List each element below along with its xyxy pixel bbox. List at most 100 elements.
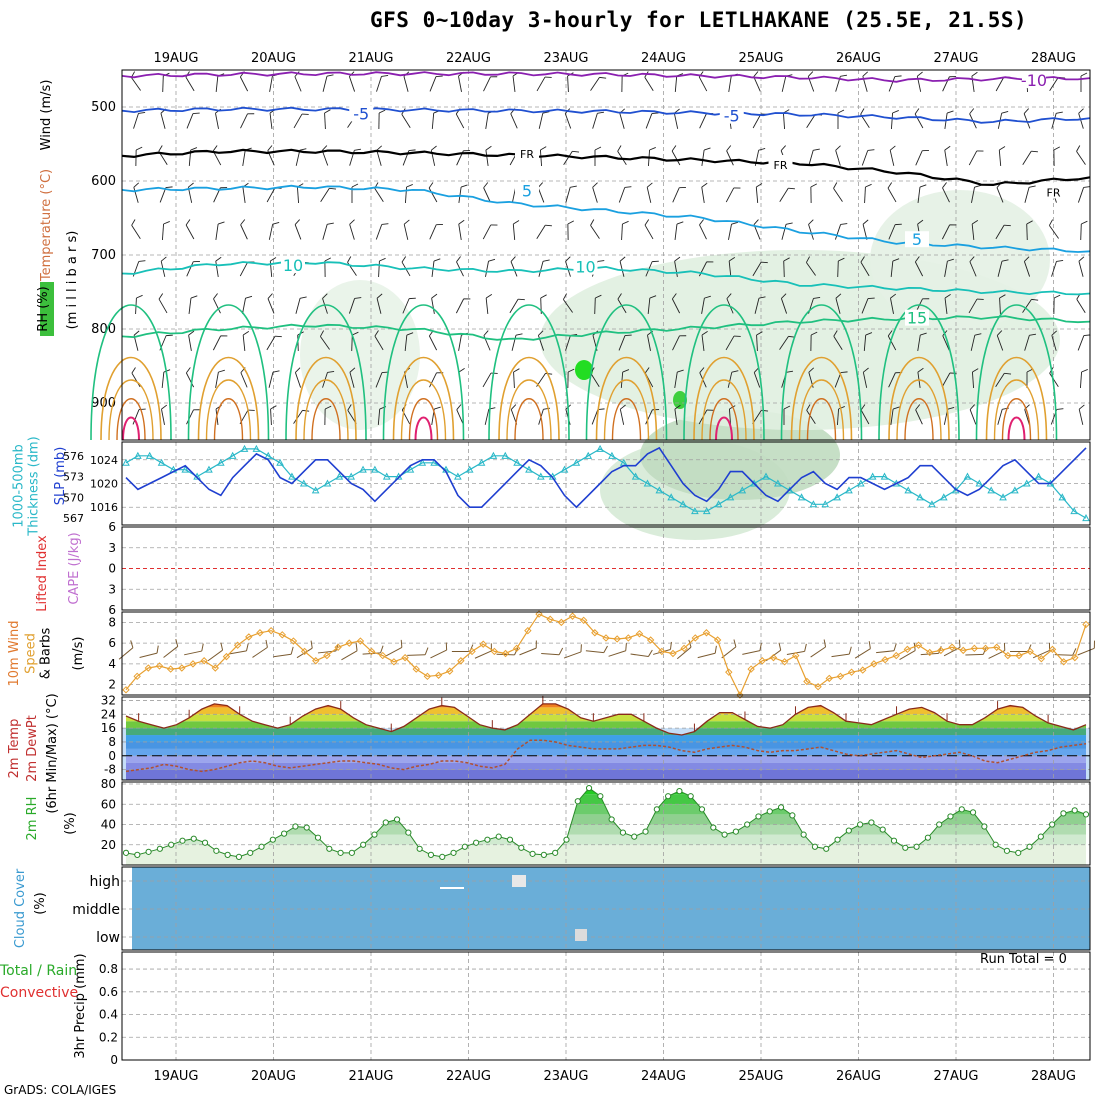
upper-wind-barb [728,257,736,278]
upper-wind-barb [1080,72,1088,92]
upper-wind-barb [374,330,384,351]
thickness-point [1022,479,1031,487]
contour-label: 5 [912,230,922,249]
upper-wind-barb [783,257,790,278]
contour-label: FR [520,148,534,161]
upper-wind-barb [240,219,248,240]
upper-wind-barb [485,110,495,129]
surface-isotherm [116,398,146,441]
upper-wind-barb [941,224,957,240]
wind-speed-point [479,640,487,648]
wind-speed-point [390,658,398,666]
rh-point [247,849,254,856]
top-date-label: 23AUG [543,51,588,66]
upper-wind-barb [185,219,195,240]
upper-wind-barb [539,146,547,167]
upper-wind-barb [1049,367,1059,387]
upper-wind-barb [485,145,492,166]
thickness-point [584,451,593,459]
thickness-point [501,451,510,459]
rh-point [393,816,401,823]
wind-speed-point [524,626,532,635]
upper-wind-barb [135,294,143,315]
wind-speed-point [144,664,153,672]
thickness-point [418,458,427,466]
rh-point [529,850,536,857]
rh-point [506,836,514,843]
thickness-point [608,451,616,459]
upper-wind-barb [860,404,870,425]
upper-wind-barb [1076,145,1086,165]
upper-wind-barb [351,183,359,203]
upper-wind-barb [567,368,575,389]
wind-speed-point [300,647,309,656]
surface-isotherm [798,379,845,441]
upper-wind-barb [890,258,900,278]
thickness-point [359,465,367,473]
slp-line [125,446,1087,509]
upper-wind-barb [161,404,168,425]
surface-wind-barb [742,643,762,655]
thickness-line [125,448,1087,519]
wind-speed-point [870,660,878,668]
cloud-unit-label: (%) [33,892,48,915]
upper-wind-barb [592,182,598,203]
upper-wind-barb [511,333,523,351]
temperature-label: Temperature (°C) [39,169,54,282]
run-total-label: Run Total = 0 [980,952,1067,967]
thickness-point [513,458,521,466]
thickness-point [963,472,972,480]
wind-speed-point [233,641,242,649]
rh-point [969,809,977,816]
upper-wind-barb [133,330,140,351]
upper-wind-barb [456,256,464,277]
surface-isotherm [693,356,755,441]
upper-wind-barb [430,145,437,166]
thickness-point [821,500,830,508]
rh-point [1060,810,1067,817]
wind-speed-point [725,668,733,676]
rh-point [461,843,468,850]
thickness-point [797,493,806,501]
rh-point [1049,821,1056,828]
pressure-tick: 700 [91,248,116,263]
surface-isotherm [303,379,349,441]
wind-speed-point [178,664,186,672]
wind-speed-point [970,644,979,653]
thickness-point [299,479,308,487]
surface-isotherm [701,379,747,441]
upper-wind-barb [915,404,923,425]
wind-speed-point [267,626,275,635]
surface-isotherm [108,379,154,441]
pressure-tick: 500 [91,100,116,115]
upper-wind-barb [324,257,332,278]
upper-wind-barb [619,404,626,425]
upper-wind-barb [968,298,984,314]
upper-wind-barb [752,261,768,277]
upper-wind-barb [215,221,225,240]
upper-wind-barb [671,293,681,314]
upper-wind-barb [458,219,465,240]
surface-isotherm [187,304,270,441]
upper-wind-barb [429,223,443,240]
upper-wind-barb [187,182,194,203]
wind-speed-point [792,651,800,660]
contour-label-bg [768,154,793,171]
cloud-cover-label: Cloud Cover [13,868,28,948]
temp-tick: 0 [108,749,116,763]
upper-wind-barb [1023,256,1031,277]
rh-label: RH (%) [36,286,51,331]
isotherm--10 [121,71,1091,83]
surface-isotherm [709,398,739,441]
rh-point [574,798,581,805]
rh-point [721,831,728,838]
wind-speed-point [211,664,220,672]
upper-wind-barb [215,108,222,129]
contour-label-bg [1041,182,1066,199]
temp-band [126,735,1086,742]
rh-point [450,849,457,856]
rh-point [924,834,931,841]
surface-isotherm [896,379,942,441]
upper-wind-barb [458,332,468,351]
upper-wind-barb [1076,293,1086,314]
